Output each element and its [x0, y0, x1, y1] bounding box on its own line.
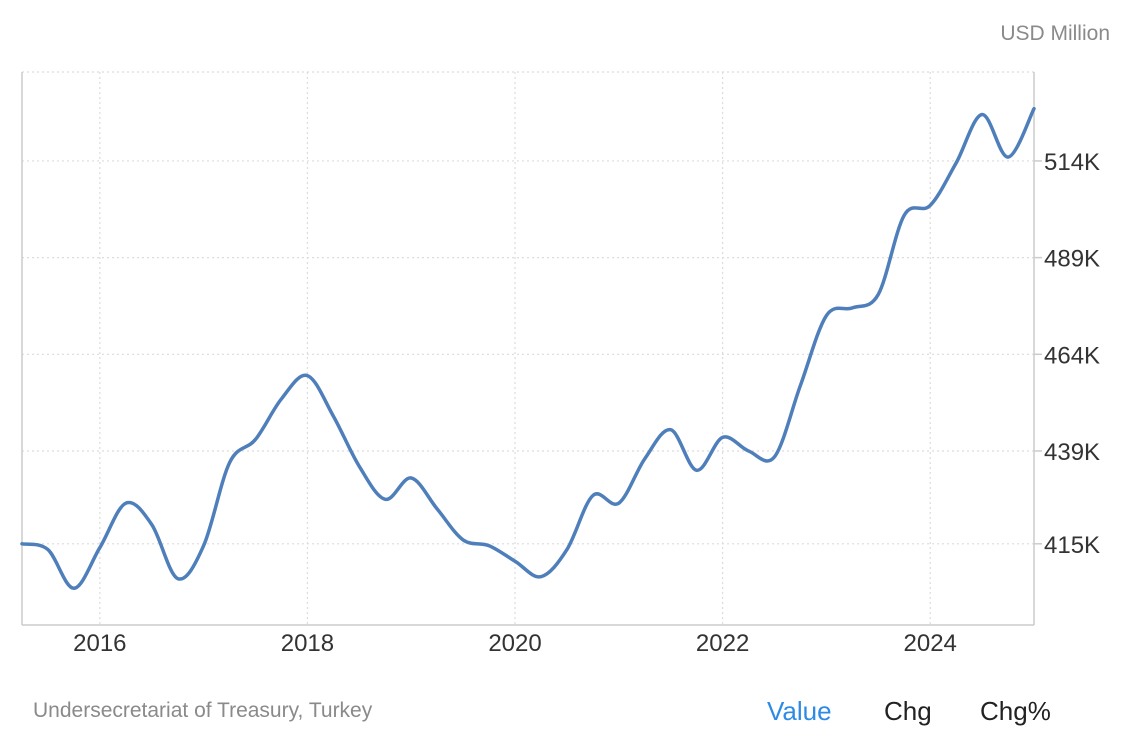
data-point [1006, 155, 1010, 159]
data-point [876, 292, 880, 296]
tab-chg[interactable]: Chg [884, 696, 932, 726]
data-point [695, 468, 699, 472]
x-tick-label: 2022 [696, 630, 749, 657]
y-tick-label: 464K [1044, 342, 1100, 369]
x-tick-label: 2020 [488, 630, 541, 657]
data-point [954, 161, 958, 165]
data-point [850, 306, 854, 310]
data-point [617, 501, 621, 505]
y-tick-label: 439K [1044, 439, 1100, 466]
data-point [980, 113, 984, 117]
data-point [124, 501, 128, 505]
data-point [539, 575, 543, 579]
series-line-value [20, 106, 1036, 591]
data-point [773, 455, 777, 459]
data-point [254, 437, 258, 441]
data-point [928, 203, 932, 207]
source-label: Undersecretariat of Treasury, Turkey [33, 699, 373, 722]
y-tick-labels: 415K 439K 464K 489K 514K [1034, 149, 1100, 559]
y-tick-label: 514K [1044, 149, 1100, 176]
unit-label: USD Million [1000, 22, 1110, 45]
data-point [202, 544, 206, 548]
data-point [747, 449, 751, 453]
x-tick-label: 2018 [281, 630, 334, 657]
data-point [513, 559, 517, 563]
view-tabs: Value Chg Chg% [0, 696, 1127, 730]
data-point [591, 494, 595, 498]
x-tick-label: 2016 [73, 630, 126, 657]
data-point [799, 383, 803, 387]
data-point [824, 314, 828, 318]
data-point [435, 507, 439, 511]
tab-chg-percent[interactable]: Chg% [980, 696, 1051, 726]
data-point [331, 414, 335, 418]
data-point [669, 428, 673, 432]
data-point [902, 213, 906, 217]
data-point [643, 457, 647, 461]
data-point [280, 397, 284, 401]
grid-layer [22, 71, 1034, 625]
data-point [357, 464, 361, 468]
data-point [98, 546, 102, 550]
data-point [20, 542, 24, 546]
data-point [409, 476, 413, 480]
data-point [176, 577, 180, 581]
data-point [46, 548, 50, 552]
data-point [72, 586, 76, 590]
y-tick-label: 415K [1044, 532, 1100, 559]
data-point [487, 544, 491, 548]
x-tick-labels: 2016 2018 2020 2022 2024 [73, 630, 957, 657]
tab-value[interactable]: Value [767, 696, 832, 726]
data-point [150, 523, 154, 527]
x-tick-label: 2024 [904, 630, 957, 657]
y-tick-label: 489K [1044, 246, 1100, 273]
data-point [565, 548, 569, 552]
data-point [1032, 107, 1036, 111]
data-point [383, 497, 387, 501]
data-point [721, 435, 725, 439]
data-point [305, 374, 309, 378]
data-point [228, 461, 232, 465]
data-point [461, 538, 465, 542]
data-points [20, 107, 1036, 591]
